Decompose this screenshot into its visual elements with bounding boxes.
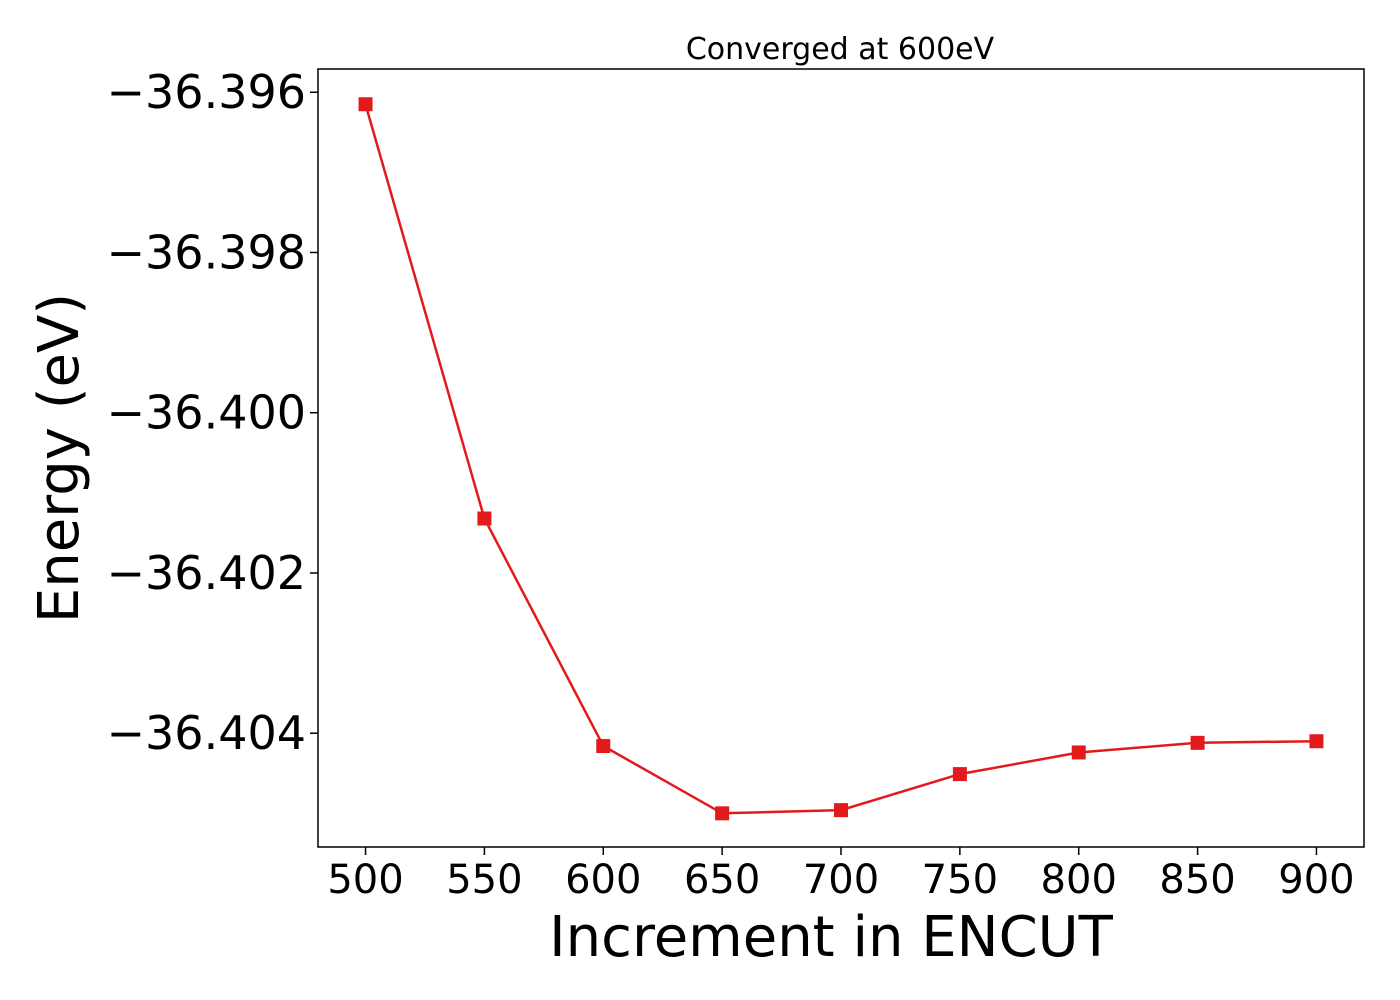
data-point-marker: [1309, 734, 1324, 749]
chart-title: Converged at 600eV: [686, 32, 995, 67]
data-point-marker: [1190, 735, 1205, 750]
y-tick-label: −36.404: [107, 706, 307, 760]
y-tick-label: −36.402: [107, 546, 307, 600]
series-line: [364, 103, 1317, 815]
y-tick-label: −36.396: [107, 65, 307, 119]
plot-area: [317, 68, 1365, 848]
data-point-marker: [715, 806, 730, 821]
y-axis-label: Energy (eV): [27, 293, 92, 623]
x-tick-label: 600: [565, 857, 641, 903]
x-axis-label: Increment in ENCUT: [549, 905, 1114, 970]
data-point-marker: [477, 511, 492, 526]
x-tick-label: 800: [1041, 857, 1117, 903]
data-point-marker: [1071, 745, 1086, 760]
x-tick-label: 900: [1278, 857, 1354, 903]
x-tick-label: 550: [446, 857, 522, 903]
x-tick-label: 750: [922, 857, 998, 903]
x-tick-label: 650: [684, 857, 760, 903]
data-point-marker: [358, 97, 373, 112]
data-series: [358, 97, 1324, 821]
data-point-marker: [596, 739, 611, 754]
x-tick-label: 700: [803, 857, 879, 903]
x-tick-label: 850: [1159, 857, 1235, 903]
data-point-marker: [834, 803, 848, 818]
data-point-marker: [952, 767, 967, 782]
axis-ticks: 500 550 600 650 700 750 800 850 900 −36.396 −36.39…: [107, 65, 1355, 903]
y-tick-label: −36.398: [107, 225, 307, 279]
x-tick-label: 500: [327, 857, 403, 903]
y-tick-label: −36.400: [107, 386, 307, 440]
